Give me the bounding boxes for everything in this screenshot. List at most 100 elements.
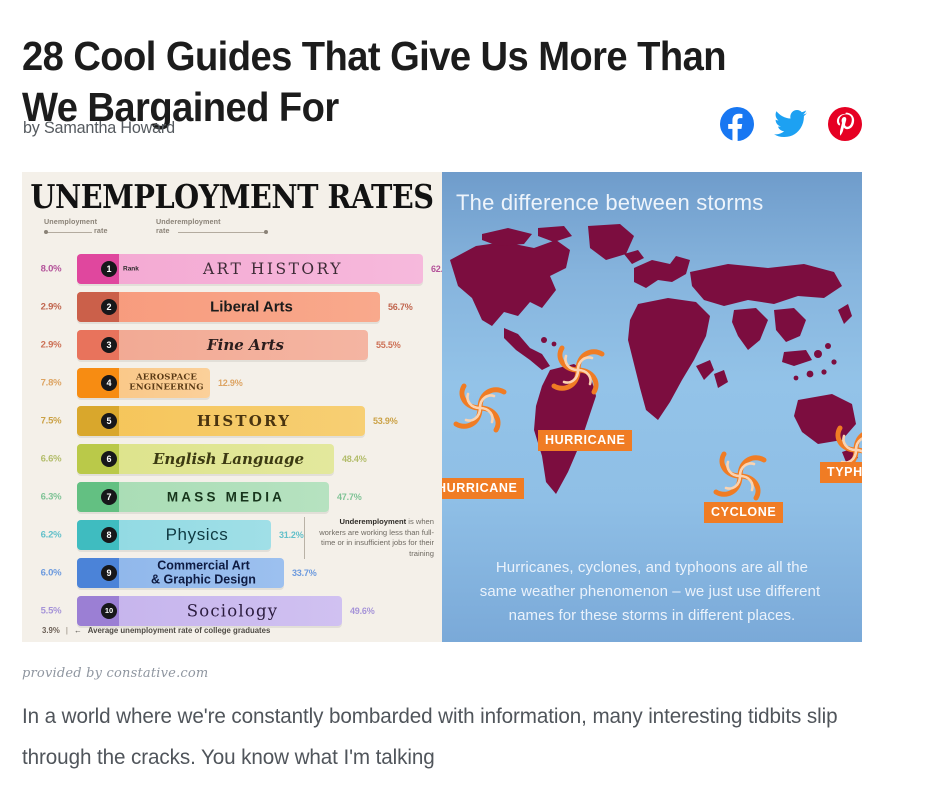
rank-badge: 4 [101, 375, 117, 391]
storm-label-hurricane: HURRICANE [538, 430, 633, 451]
footnote-text: Average unemployment rate of college gra… [87, 626, 271, 635]
legend-axis-right [178, 232, 266, 233]
image-credit: provided by constative.com [22, 666, 209, 681]
major-bar: 1 Rank ART HISTORY [77, 254, 423, 284]
major-row: 2.9% 2 Liberal Arts 56.7% [22, 288, 442, 326]
major-bar: 5 HISTORY [77, 406, 365, 436]
underemployment-rate-value: 49.6% [350, 606, 375, 616]
unemployment-rate-value: 6.0% [40, 567, 62, 579]
underemployment-note-text: is when workers are working less than fu… [319, 517, 434, 558]
underemployment-rate-value: 56.7% [388, 302, 413, 312]
rank-note-label: Rank [123, 265, 139, 273]
cyclone-icon [450, 378, 507, 434]
underemployment-rate-value: 53.9% [373, 416, 398, 426]
unemployment-rate-value: 6.6% [40, 453, 62, 465]
legend-underemployment-label: Underemployment [156, 217, 221, 226]
major-row: 6.3% 7 MASS MEDIA 47.7% [22, 478, 442, 516]
cyclone-icon [710, 446, 767, 502]
major-name: Physics [165, 525, 229, 544]
storms-infographic[interactable]: The difference between storms [442, 172, 862, 642]
rank-badge: 9 [101, 565, 117, 581]
storm-label-cyclone: CYCLONE [704, 502, 784, 523]
article-body-line-1: In a world where we're constantly bombar… [22, 704, 643, 728]
major-bar: 7 MASS MEDIA [77, 482, 329, 512]
media-row: UNEMPLOYMENT RATES Unemployment rate Und… [22, 172, 862, 642]
underemployment-rate-value: 12.9% [218, 378, 243, 388]
underemployment-note-term: Underemployment [339, 517, 407, 526]
unemployment-infographic[interactable]: UNEMPLOYMENT RATES Unemployment rate Und… [22, 172, 442, 642]
major-row: 8.0% 1 Rank ART HISTORY 62.3% [22, 250, 442, 288]
facebook-icon[interactable] [720, 107, 754, 141]
major-row: 6.2% 8 Physics 31.2% [22, 516, 442, 554]
major-bar: 10 Sociology [77, 596, 342, 626]
legend-unemployment-label: Unemployment [44, 217, 98, 226]
rank-badge: 1 [101, 261, 117, 277]
rank-badge: 6 [101, 451, 117, 467]
rank-badge: 2 [101, 299, 117, 315]
rank-badge: 8 [101, 527, 117, 543]
world-map [442, 224, 862, 524]
underemployment-rate-value: 33.7% [292, 568, 317, 578]
major-name: HISTORY [196, 412, 292, 430]
major-bar-list: 8.0% 1 Rank ART HISTORY 62.3% 2.9% 2 Liberal Ar… [22, 250, 442, 630]
unemployment-rate-value: 6.2% [40, 529, 62, 541]
underemployment-rate-value: 31.2% [279, 530, 304, 540]
article-body-line-2: interesting tidbits slip through the cra… [22, 704, 838, 769]
footnote-percent: 3.9% [42, 626, 60, 635]
major-bar: 3 Fine Arts [77, 330, 368, 360]
major-name: Liberal Arts [210, 298, 293, 316]
unemployment-rate-value: 2.9% [40, 301, 62, 313]
major-row: 7.8% 4 AEROSPACE ENGINEERING 12.9% [22, 364, 442, 402]
major-name: Commercial Art & Graphic Design [151, 558, 256, 586]
storms-caption-line-3: names for these storms in different plac… [508, 607, 796, 624]
article-body: In a world where we're constantly bombar… [22, 696, 838, 778]
unemployment-rate-value: 5.5% [40, 605, 62, 617]
rank-badge: 10 [101, 603, 117, 619]
major-bar: 9 Commercial Art & Graphic Design [77, 558, 284, 588]
major-name: Fine Arts [207, 336, 284, 354]
major-name: MASS MEDIA [166, 489, 286, 505]
legend-dot-right [264, 230, 268, 234]
major-row: 7.5% 5 HISTORY 53.9% [22, 402, 442, 440]
storms-caption-line-2: same weather phenomenon – we just use di… [479, 583, 821, 600]
unemployment-rate-value: 7.8% [40, 377, 62, 389]
storm-label-typhoon: TYPHOON [820, 462, 862, 483]
major-bar: 8 Physics [77, 520, 271, 550]
major-row: 2.9% 3 Fine Arts 55.5% [22, 326, 442, 364]
rank-badge: 5 [101, 413, 117, 429]
page-title: 28 Cool Guides That Give Us More Than We… [22, 33, 727, 131]
pinterest-icon[interactable] [828, 107, 862, 141]
major-name: English Language [152, 450, 305, 468]
infographic-legend: Unemployment rate Underemployment rate [38, 217, 433, 247]
infographic-footnote: 3.9% | ← Average unemployment rate of co… [42, 626, 271, 635]
unemployment-rate-value: 2.9% [40, 339, 62, 351]
unemployment-rate-value: 6.3% [40, 491, 62, 503]
major-row: 6.6% 6 English Language 48.4% [22, 440, 442, 478]
rank-badge: 7 [101, 489, 117, 505]
major-bar: 6 English Language [77, 444, 334, 474]
infographic-title: UNEMPLOYMENT RATES [30, 178, 434, 217]
major-name: Sociology [186, 601, 279, 621]
legend-unemployment-sublabel: rate [94, 226, 108, 235]
byline: by Samantha Howard [23, 118, 175, 137]
legend-underemployment-sublabel: rate [156, 226, 170, 235]
cyclone-icon [548, 340, 605, 396]
footnote-arrow-icon: ← [73, 626, 82, 635]
major-row: 5.5% 10 Sociology 49.6% [22, 592, 442, 630]
major-row: 6.0% 9 Commercial Art & Graphic Design 33.7% [22, 554, 442, 592]
major-name: ART HISTORY [202, 260, 344, 278]
underemployment-rate-value: 47.7% [337, 492, 362, 502]
storms-caption-line-1: Hurricanes, cyclones, and typhoons are a… [495, 559, 809, 576]
storms-caption: Hurricanes, cyclones, and typhoons are a… [442, 556, 862, 628]
social-share-bar [720, 107, 862, 141]
underemployment-note: Underemployment is when workers are work… [304, 517, 434, 559]
major-bar: 2 Liberal Arts [77, 292, 380, 322]
twitter-icon[interactable] [774, 109, 808, 139]
major-bar: 4 AEROSPACE ENGINEERING [77, 368, 210, 398]
unemployment-rate-value: 8.0% [40, 263, 62, 275]
underemployment-rate-value: 48.4% [342, 454, 367, 464]
rank-badge: 3 [101, 337, 117, 353]
storm-label-hurricane-west: HURRICANE [442, 478, 525, 499]
unemployment-rate-value: 7.5% [40, 415, 62, 427]
